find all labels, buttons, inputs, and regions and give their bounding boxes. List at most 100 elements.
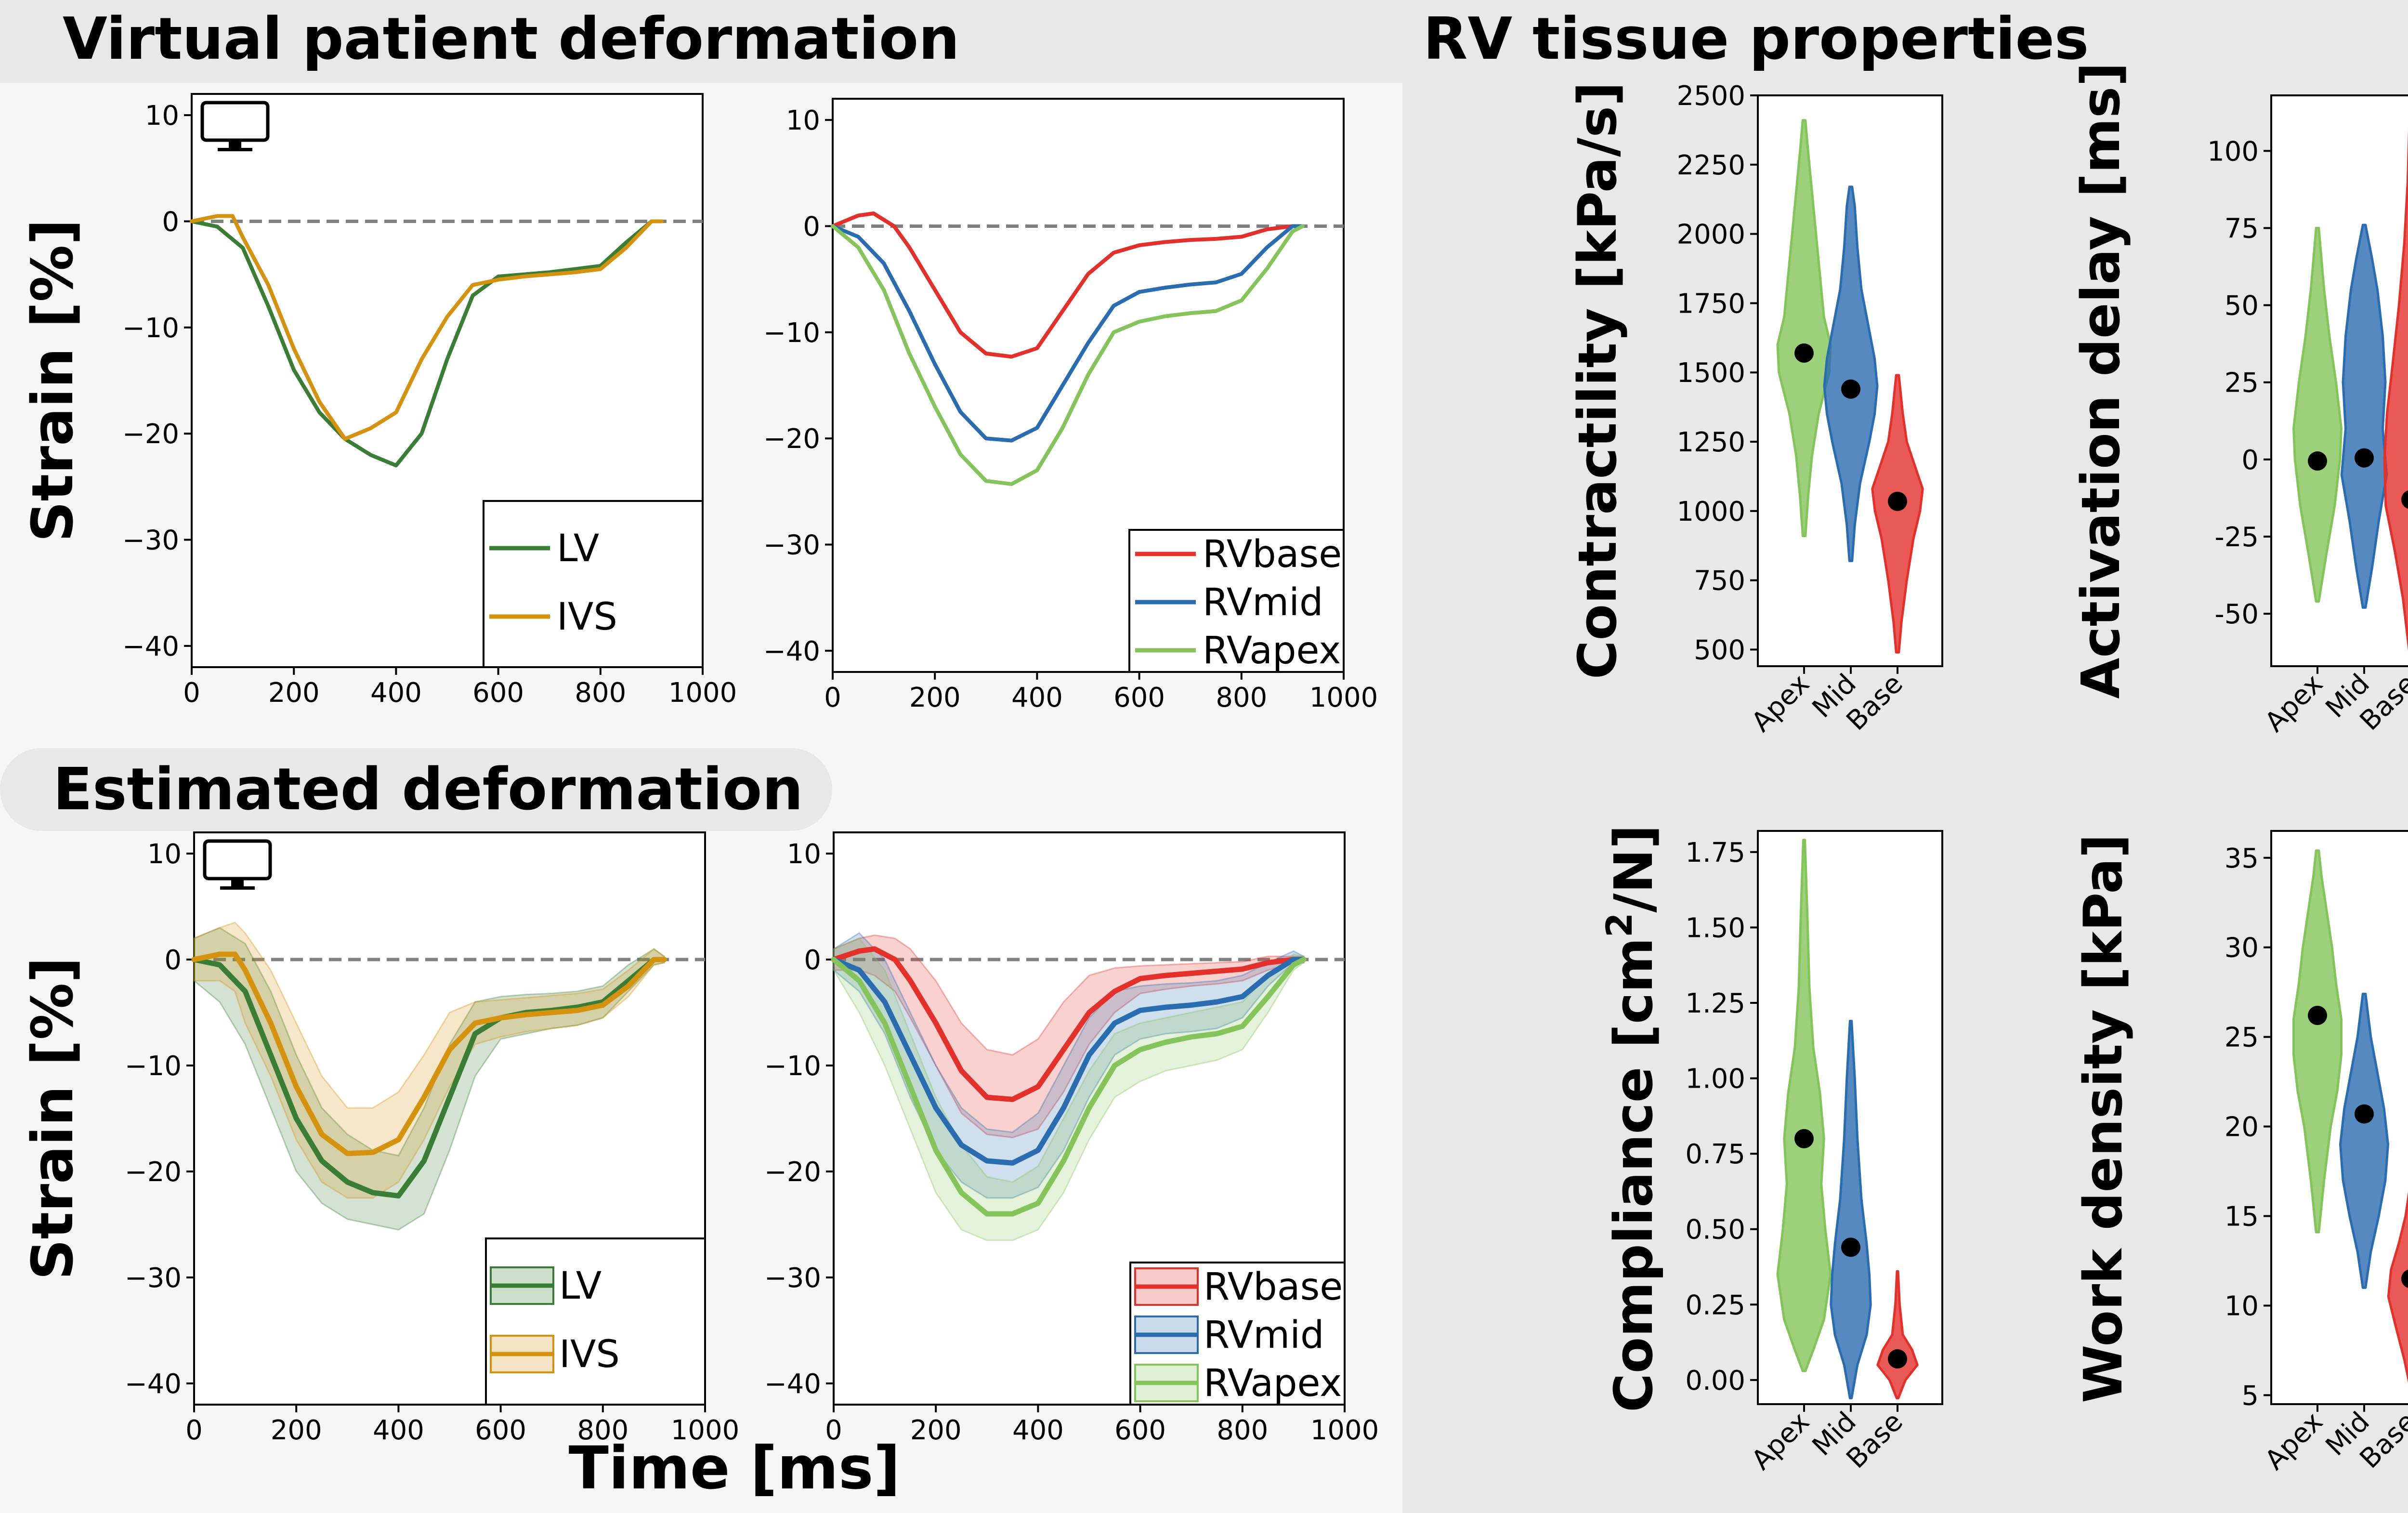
y-tick-label: 1.75 bbox=[1685, 837, 1745, 868]
y-tick-label: 25 bbox=[2225, 1022, 2259, 1053]
rvmid-line bbox=[831, 224, 1305, 443]
monitor-icon-screen bbox=[203, 839, 272, 881]
legend: RVbase RVmid RVapex bbox=[1128, 529, 1345, 673]
monitor-icon-stand bbox=[229, 140, 241, 148]
violin-base bbox=[1876, 1270, 1919, 1399]
y-tick-label: 10 bbox=[2225, 1290, 2259, 1322]
x-tick-label: 1000 bbox=[671, 1415, 740, 1446]
ivs-band bbox=[193, 921, 665, 1199]
lv-line bbox=[190, 219, 664, 468]
legend-label-rvbase: RVbase bbox=[1204, 1265, 1343, 1309]
monitor-icon bbox=[203, 839, 272, 890]
monitor-icon bbox=[200, 101, 270, 151]
y-tick-label: 1750 bbox=[1676, 288, 1745, 319]
y-tick-label: −20 bbox=[764, 1157, 821, 1188]
y-tick-label: 0.00 bbox=[1685, 1365, 1745, 1396]
y-tick-label: −20 bbox=[763, 423, 820, 455]
y-axis-label-superscript: 2 bbox=[1599, 913, 1640, 938]
violin-apex bbox=[2292, 226, 2343, 603]
legend-label-rvmid: RVmid bbox=[1204, 1314, 1324, 1357]
x-tick-label: 400 bbox=[1011, 682, 1063, 713]
x-tick-label: 800 bbox=[1216, 682, 1267, 713]
median-dot-apex bbox=[2308, 451, 2327, 471]
monitor-icon-base bbox=[220, 886, 255, 890]
median-dot-mid bbox=[2355, 1104, 2374, 1124]
shared-xlabel: Time [ms] bbox=[569, 1434, 901, 1502]
y-tick-label: 10 bbox=[787, 839, 821, 870]
x-tick-label: 0 bbox=[824, 682, 841, 713]
violin-apex bbox=[1776, 839, 1832, 1372]
y-axis-label: Compliance [cm2/N] bbox=[1599, 825, 1664, 1412]
violin-base bbox=[2387, 1191, 2408, 1383]
x-tick-label: 0 bbox=[825, 1415, 842, 1446]
violin-mid bbox=[1823, 185, 1879, 562]
y-tick-label: 20 bbox=[2225, 1112, 2259, 1143]
virtual-lv-ivs-chart: 0 200 400 600 800 1000 10 0 −10 −20 −30 −40 LV IVS Str… bbox=[19, 93, 737, 709]
y-tick-label: −20 bbox=[125, 1157, 182, 1188]
y-tick-label: 1500 bbox=[1676, 357, 1745, 389]
y-tick-label: −10 bbox=[122, 313, 179, 344]
y-tick-label: 2500 bbox=[1676, 80, 1745, 112]
x-tick-label: 400 bbox=[373, 1415, 424, 1446]
x-tick-label: 0 bbox=[185, 1415, 203, 1446]
x-tick-label: 600 bbox=[1113, 682, 1165, 713]
y-tick-label: 1.00 bbox=[1685, 1064, 1745, 1095]
y-tick-label: −10 bbox=[125, 1051, 182, 1082]
x-tick-label: 1000 bbox=[1309, 682, 1378, 713]
violin-mid bbox=[2339, 992, 2389, 1289]
y-axis-label: Work density [kPa] bbox=[2072, 834, 2134, 1403]
violin-apex bbox=[2292, 849, 2343, 1234]
rvapex-band bbox=[833, 937, 1305, 1241]
legend-label-ivs: IVS bbox=[557, 595, 617, 639]
y-tick-label: 10 bbox=[147, 839, 182, 870]
y-axis-label-part: /N] bbox=[1603, 825, 1664, 913]
y-tick-label: 0.50 bbox=[1685, 1214, 1745, 1246]
x-tick-label: 800 bbox=[1217, 1415, 1268, 1446]
lv-band bbox=[193, 927, 665, 1231]
y-tick-label: −40 bbox=[125, 1368, 182, 1400]
y-axis-label: Strain [%] bbox=[19, 219, 86, 542]
y-axis-label: Strain [%] bbox=[19, 957, 86, 1280]
y-tick-label: 0 bbox=[2241, 445, 2259, 476]
x-tick-label: 600 bbox=[1114, 1415, 1166, 1446]
x-tick-label: 1000 bbox=[1310, 1415, 1379, 1446]
monitor-icon-stand bbox=[231, 879, 244, 886]
y-tick-label: −40 bbox=[122, 631, 179, 662]
y-tick-label: −30 bbox=[122, 525, 179, 556]
x-tick-label: 200 bbox=[909, 682, 961, 713]
legend-label-rvmid: RVmid bbox=[1203, 581, 1323, 624]
y-tick-label: 15 bbox=[2225, 1201, 2259, 1233]
plot-frame bbox=[2270, 94, 2408, 667]
y-tick-label: 1.50 bbox=[1685, 912, 1745, 944]
y-tick-label: −10 bbox=[763, 317, 820, 349]
y-tick-label: 1250 bbox=[1676, 427, 1745, 458]
y-tick-label: 25 bbox=[2225, 368, 2259, 399]
y-tick-label: 0.25 bbox=[1685, 1289, 1745, 1321]
median-dot-base bbox=[1888, 491, 1907, 511]
legend-label-rvapex: RVapex bbox=[1203, 629, 1341, 672]
legend: RVbase RVmid RVapex bbox=[1129, 1262, 1346, 1406]
median-dot-base bbox=[2401, 1269, 2408, 1288]
median-dot-apex bbox=[1794, 1129, 1814, 1148]
y-tick-label: 0 bbox=[803, 211, 820, 242]
x-tick-label: 800 bbox=[575, 677, 626, 709]
median-dot-base bbox=[1888, 1349, 1907, 1369]
rvmid-line bbox=[831, 957, 1307, 1166]
y-axis-label: Contractility [kPa/s] bbox=[1567, 82, 1628, 679]
y-tick-label: -25 bbox=[2215, 522, 2259, 553]
y-tick-label: 1.25 bbox=[1685, 988, 1745, 1019]
x-tick-label: 400 bbox=[1012, 1415, 1064, 1446]
y-tick-label: 75 bbox=[2225, 213, 2259, 244]
tissue-heading: RV tissue properties bbox=[1423, 6, 2089, 73]
x-tick-label: 200 bbox=[910, 1415, 962, 1446]
monitor-icon-screen bbox=[200, 101, 270, 142]
y-tick-label: 5 bbox=[2241, 1380, 2259, 1411]
legend-label-lv: LV bbox=[557, 527, 599, 570]
rvapex-line bbox=[831, 957, 1307, 1217]
violin-mid bbox=[1830, 1020, 1872, 1399]
y-tick-label: 0 bbox=[162, 206, 179, 237]
x-tick-label: 600 bbox=[472, 677, 524, 709]
x-tick-label: 600 bbox=[475, 1415, 526, 1446]
